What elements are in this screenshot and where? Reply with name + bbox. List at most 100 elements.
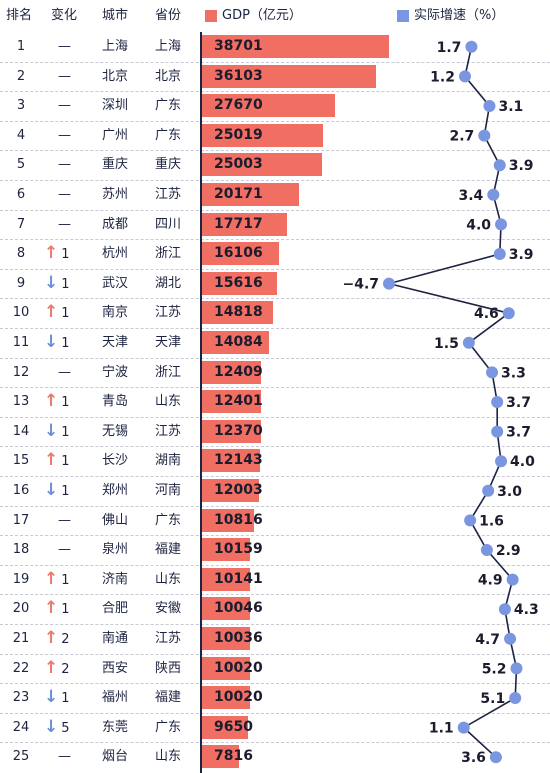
table-row: 13 ↑ 1 青岛 山东 12401 (0, 387, 550, 416)
city-cell: 南京 (102, 305, 129, 321)
gdp-bar (201, 715, 248, 739)
city-cell: 成都 (102, 216, 129, 232)
growth-value-label: 4.9 (478, 573, 503, 589)
row-divider (0, 505, 550, 507)
arrow-up-icon: ↑ (44, 243, 59, 264)
province-cell: 广东 (155, 719, 182, 735)
table-row: 19 ↑ 1 济南 山东 10141 (0, 565, 550, 594)
province-cell: 重庆 (155, 157, 182, 173)
growth-value-label: 3.9 (509, 247, 534, 263)
arrow-down-icon: ↓ (44, 480, 59, 500)
gdp-value-label: 7816 (214, 748, 253, 765)
province-cell: 江苏 (155, 187, 182, 202)
row-divider (0, 328, 550, 329)
row-divider (0, 150, 550, 152)
change-amount: 1 (61, 247, 70, 263)
rank-cell: 21 (12, 631, 30, 646)
change-cell: — (58, 187, 71, 202)
city-cell: 济南 (102, 571, 129, 587)
gdp-value-label: 25019 (214, 126, 263, 143)
gdp-value-label: 27670 (214, 97, 263, 114)
table-row: 9 ↓ 1 武汉 湖北 15616 (0, 269, 550, 298)
rank-cell: 11 (12, 335, 30, 350)
table-row: 3 — 深圳 广东 27670 (0, 91, 550, 120)
city-cell: 苏州 (102, 187, 129, 202)
gdp-bar (201, 479, 260, 502)
growth-point (504, 632, 517, 645)
change-amount: 1 (61, 484, 70, 499)
change-amount: 5 (61, 720, 70, 736)
growth-point (491, 425, 504, 438)
change-cell: ↑ 1 (44, 446, 86, 475)
gdp-bar (201, 331, 270, 354)
header-gdp: GDP（亿元） (222, 8, 302, 23)
city-cell: 天津 (102, 335, 129, 350)
gdp-bar (201, 656, 250, 680)
growth-value-label: 4.0 (466, 217, 491, 233)
change-amount: 1 (61, 424, 70, 440)
growth-point (458, 70, 471, 83)
growth-point (491, 396, 504, 408)
gdp-bar (201, 390, 262, 414)
growth-value-label: 3.3 (501, 365, 526, 381)
change-amount: 1 (61, 454, 70, 470)
row-divider (0, 446, 550, 448)
table-row: 23 ↓ 1 福州 福建 10020 (0, 683, 550, 712)
gdp-value-label: 12143 (214, 452, 263, 469)
gdp-bar (201, 301, 273, 325)
arrow-down-icon: ↓ (44, 420, 59, 441)
table-row: 24 ↓ 5 东莞 广东 9650 (0, 713, 550, 742)
growth-point (480, 544, 493, 556)
growth-value-label: 3.4 (459, 188, 484, 204)
rank-cell: 12 (12, 364, 30, 380)
rank-cell: 20 (12, 601, 30, 617)
growth-value-label: 1.7 (437, 40, 462, 56)
change-amount: 1 (61, 691, 70, 707)
rank-cell: 14 (12, 423, 30, 439)
growth-point (478, 129, 491, 142)
change-cell: — (58, 98, 71, 114)
gdp-bar (201, 212, 288, 236)
gdp-bar (201, 538, 251, 562)
province-cell: 北京 (155, 68, 182, 84)
change-cell: ↓ 1 (44, 417, 86, 446)
gdp-value-label: 10159 (214, 541, 263, 558)
gdp-bar (201, 94, 336, 118)
province-cell: 山东 (155, 749, 182, 765)
change-cell: ↑ 1 (44, 594, 86, 623)
row-divider (0, 209, 550, 211)
city-cell: 无锡 (102, 423, 129, 439)
table-row: 12 — 宁波 浙江 12409 (0, 358, 550, 387)
growth-point (457, 721, 470, 734)
city-cell: 上海 (102, 39, 129, 54)
table-row: 17 — 佛山 广东 10816 (0, 506, 550, 535)
change-cell: ↑ 1 (44, 387, 86, 416)
city-cell: 武汉 (102, 275, 129, 291)
arrow-up-icon: ↑ (44, 657, 59, 678)
change-amount: 1 (61, 306, 70, 322)
rank-cell: 16 (12, 483, 30, 498)
province-cell: 江苏 (155, 423, 182, 439)
gdp-bar (201, 686, 250, 710)
gdp-bar (201, 449, 260, 473)
gdp-value-label: 10141 (214, 570, 263, 587)
arrow-up-icon: ↑ (44, 450, 59, 471)
row-divider (0, 564, 550, 566)
arrow-down-icon: ↓ (44, 716, 59, 737)
growth-point (464, 514, 477, 527)
city-cell: 南通 (102, 631, 129, 646)
growth-value-label: 1.2 (430, 69, 455, 85)
growth-point (493, 159, 506, 172)
change-cell: ↑ 1 (44, 565, 86, 594)
growth-value-label: 3.0 (497, 484, 522, 500)
change-cell: — (58, 364, 71, 380)
growth-value-label: 2.9 (496, 543, 521, 559)
gdp-value-label: 20171 (214, 186, 263, 202)
rank-cell: 7 (16, 216, 26, 232)
header-change: 变化 (51, 8, 78, 23)
row-divider (0, 91, 550, 93)
table-row: 8 ↑ 1 杭州 浙江 16106 (0, 239, 550, 268)
change-cell: — (58, 512, 71, 528)
arrow-down-icon: ↓ (44, 272, 59, 293)
arrow-up-icon: ↑ (44, 628, 59, 648)
